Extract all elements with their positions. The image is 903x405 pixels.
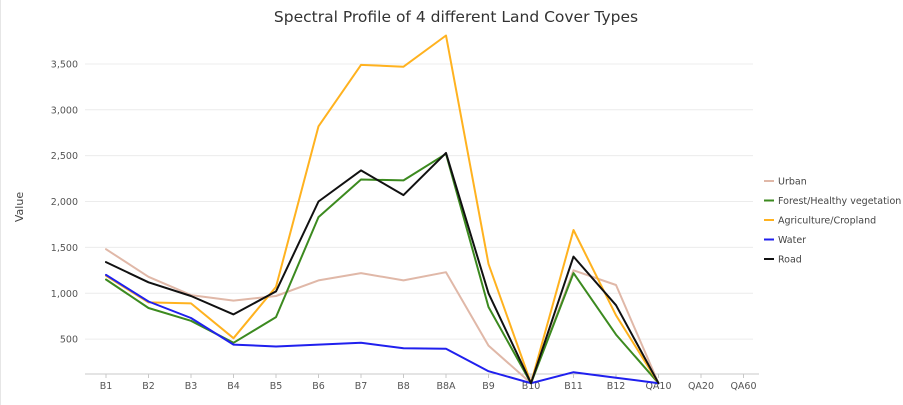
y-tick-label: 3,000: [51, 105, 78, 116]
y-tick-label: 1,000: [51, 289, 78, 300]
legend-label-forest-healthy-vegetation: Forest/Healthy vegetation: [778, 196, 901, 207]
x-tick-label: B7: [355, 381, 368, 392]
x-axis-ticks: B1 B2 B3 B4 B5 B6 B7 B8 B8A B9 B10 B11 B12 QA10 QA20 QA…: [100, 374, 757, 392]
x-tick-label: B6: [312, 381, 325, 392]
y-tick-label: 3,500: [51, 59, 78, 70]
x-tick-label: B8A: [436, 381, 456, 392]
x-tick-label: B11: [564, 381, 583, 392]
y-axis-ticks: 500 1,000 1,500 2,000 2,500 3,000 3,500: [51, 59, 78, 345]
x-tick-label: B10: [522, 381, 541, 392]
chart-title: Spectral Profile of 4 different Land Cov…: [274, 8, 638, 26]
legend-label-water: Water: [778, 235, 806, 246]
y-tick-label: 1,500: [51, 243, 78, 254]
series-line-water: [105, 273, 660, 385]
series-line-forest-healthy-vegetation: [105, 152, 660, 385]
y-axis-label: Value: [13, 192, 26, 222]
grid-lines: [85, 63, 759, 375]
x-tick-label: QA10: [645, 381, 671, 392]
x-tick-label: B1: [100, 381, 113, 392]
series-lines: [105, 34, 660, 385]
y-tick-label: 500: [60, 335, 78, 346]
x-tick-label: QA20: [688, 381, 714, 392]
legend-label-agriculture-cropland: Agriculture/Cropland: [778, 216, 876, 227]
x-tick-label: B2: [142, 381, 155, 392]
legend: Urban Forest/Healthy vegetation Agricultur…: [764, 177, 901, 266]
x-tick-label: B5: [270, 381, 283, 392]
legend-label-urban: Urban: [778, 177, 807, 188]
series-line-road: [105, 151, 660, 385]
series-line-agriculture-cropland: [105, 34, 660, 385]
y-tick-label: 2,500: [51, 151, 78, 162]
x-tick-label: QA60: [730, 381, 756, 392]
y-tick-label: 2,000: [51, 197, 78, 208]
x-tick-label: B9: [482, 381, 495, 392]
x-tick-label: B12: [607, 381, 626, 392]
x-tick-label: B8: [397, 381, 410, 392]
x-tick-label: B3: [185, 381, 198, 392]
legend-label-road: Road: [778, 255, 802, 266]
x-tick-label: B4: [227, 381, 240, 392]
